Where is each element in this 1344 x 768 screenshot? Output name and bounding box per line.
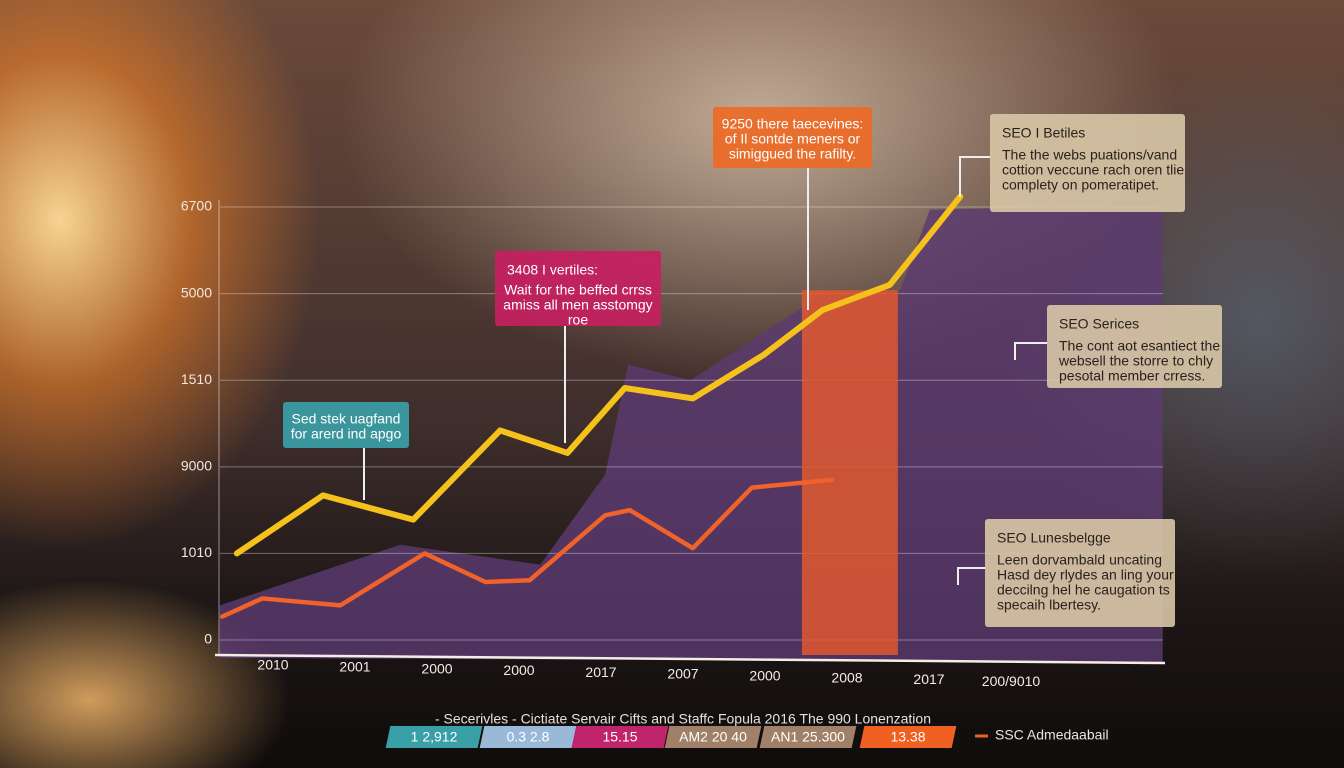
annotation-box bbox=[985, 519, 1175, 627]
x-tick-label: 200/9010 bbox=[982, 673, 1041, 689]
caption: - Secerivles - Cictiate Servair Cifts an… bbox=[435, 711, 931, 727]
x-tick-label: 2010 bbox=[257, 657, 288, 673]
connector bbox=[957, 567, 985, 585]
annotation-box bbox=[1047, 305, 1222, 388]
annotation-text: websell the storre to chly bbox=[1058, 353, 1213, 369]
legend-chip bbox=[859, 726, 957, 748]
annotation-text: Hasd dey rlydes an ling your bbox=[997, 567, 1174, 583]
annotation-box bbox=[713, 107, 872, 168]
legend-label: AM2 20 40 bbox=[679, 729, 747, 745]
legend-label: 0.3 2.8 bbox=[507, 729, 550, 745]
x-tick-label: 2017 bbox=[913, 671, 944, 687]
x-tick-label: 2000 bbox=[421, 660, 452, 676]
annotation-text: roe bbox=[568, 312, 588, 328]
legend-label: 1 2,912 bbox=[411, 729, 458, 745]
annotation-text: simiggued the rafilty. bbox=[729, 146, 856, 162]
annotation-text: Leen dorvambald uncating bbox=[997, 552, 1162, 568]
annotation-text: The the webs puations/vand bbox=[1002, 147, 1177, 163]
annotation-text: deccilng hel he caugation ts bbox=[997, 582, 1170, 598]
area bbox=[219, 205, 1163, 663]
annotation-text: specaih lbertesy. bbox=[997, 597, 1101, 613]
series-line bbox=[219, 477, 835, 619]
x-tick-label: 2008 bbox=[831, 669, 862, 685]
annotation-text: for arerd ind apgo bbox=[291, 426, 402, 442]
annotation-text: 9250 there taecevines: bbox=[722, 116, 864, 132]
legend-chip bbox=[759, 726, 857, 748]
x-axis bbox=[214, 653, 1166, 665]
annotation-text: Sed stek uagfand bbox=[292, 411, 401, 427]
annotation-text: amiss all men asstomgy bbox=[503, 297, 652, 313]
x-tick-label: 2001 bbox=[339, 659, 370, 675]
y-tick-label: 5000 bbox=[181, 284, 212, 300]
x-tick-label: 2007 bbox=[667, 666, 698, 682]
legend-label: AN1 25.300 bbox=[771, 729, 845, 745]
annotation-text: Wait for the beffed crrss bbox=[504, 282, 652, 298]
legend-chip bbox=[479, 726, 577, 748]
annotation-title: SEO I Betiles bbox=[1002, 125, 1085, 141]
y-tick-label: 1010 bbox=[181, 544, 212, 560]
legend-chip bbox=[664, 726, 762, 748]
annotation-text: cottion veccune rach oren tlie bbox=[1002, 162, 1184, 178]
annotation-text: pesotal member crress. bbox=[1059, 368, 1205, 384]
connector bbox=[1014, 342, 1047, 360]
legend-chip bbox=[571, 726, 669, 748]
annotation-box bbox=[990, 114, 1185, 212]
legend-label: 15.15 bbox=[602, 729, 637, 745]
legend-label: 13.38 bbox=[890, 729, 925, 745]
y-tick-label: 1510 bbox=[181, 371, 212, 387]
legend-label: SSC Admedaabail bbox=[995, 727, 1109, 743]
highlight-bar bbox=[801, 290, 898, 655]
annotation-text: of Il sontde meners or bbox=[725, 131, 861, 147]
legend-chip bbox=[385, 726, 483, 748]
annotation-title: 3408 I vertiles: bbox=[507, 262, 598, 278]
annotation-title: SEO Serices bbox=[1059, 316, 1139, 332]
y-tick-label: 6700 bbox=[181, 198, 212, 214]
series-line bbox=[233, 193, 964, 557]
x-tick-label: 2000 bbox=[749, 668, 780, 684]
annotation-text: The cont aot esantiect the bbox=[1059, 338, 1220, 354]
y-tick-label: 9000 bbox=[181, 458, 212, 474]
annotation-text: complety on pomeratipet. bbox=[1002, 177, 1159, 193]
annotation-box bbox=[283, 402, 409, 448]
y-tick-label: 0 bbox=[204, 631, 212, 647]
annotation-box bbox=[495, 251, 661, 326]
annotation-title: SEO Lunesbelgge bbox=[997, 530, 1111, 546]
connector bbox=[959, 156, 990, 197]
x-tick-label: 2000 bbox=[503, 662, 534, 678]
x-tick-label: 2017 bbox=[585, 664, 616, 680]
